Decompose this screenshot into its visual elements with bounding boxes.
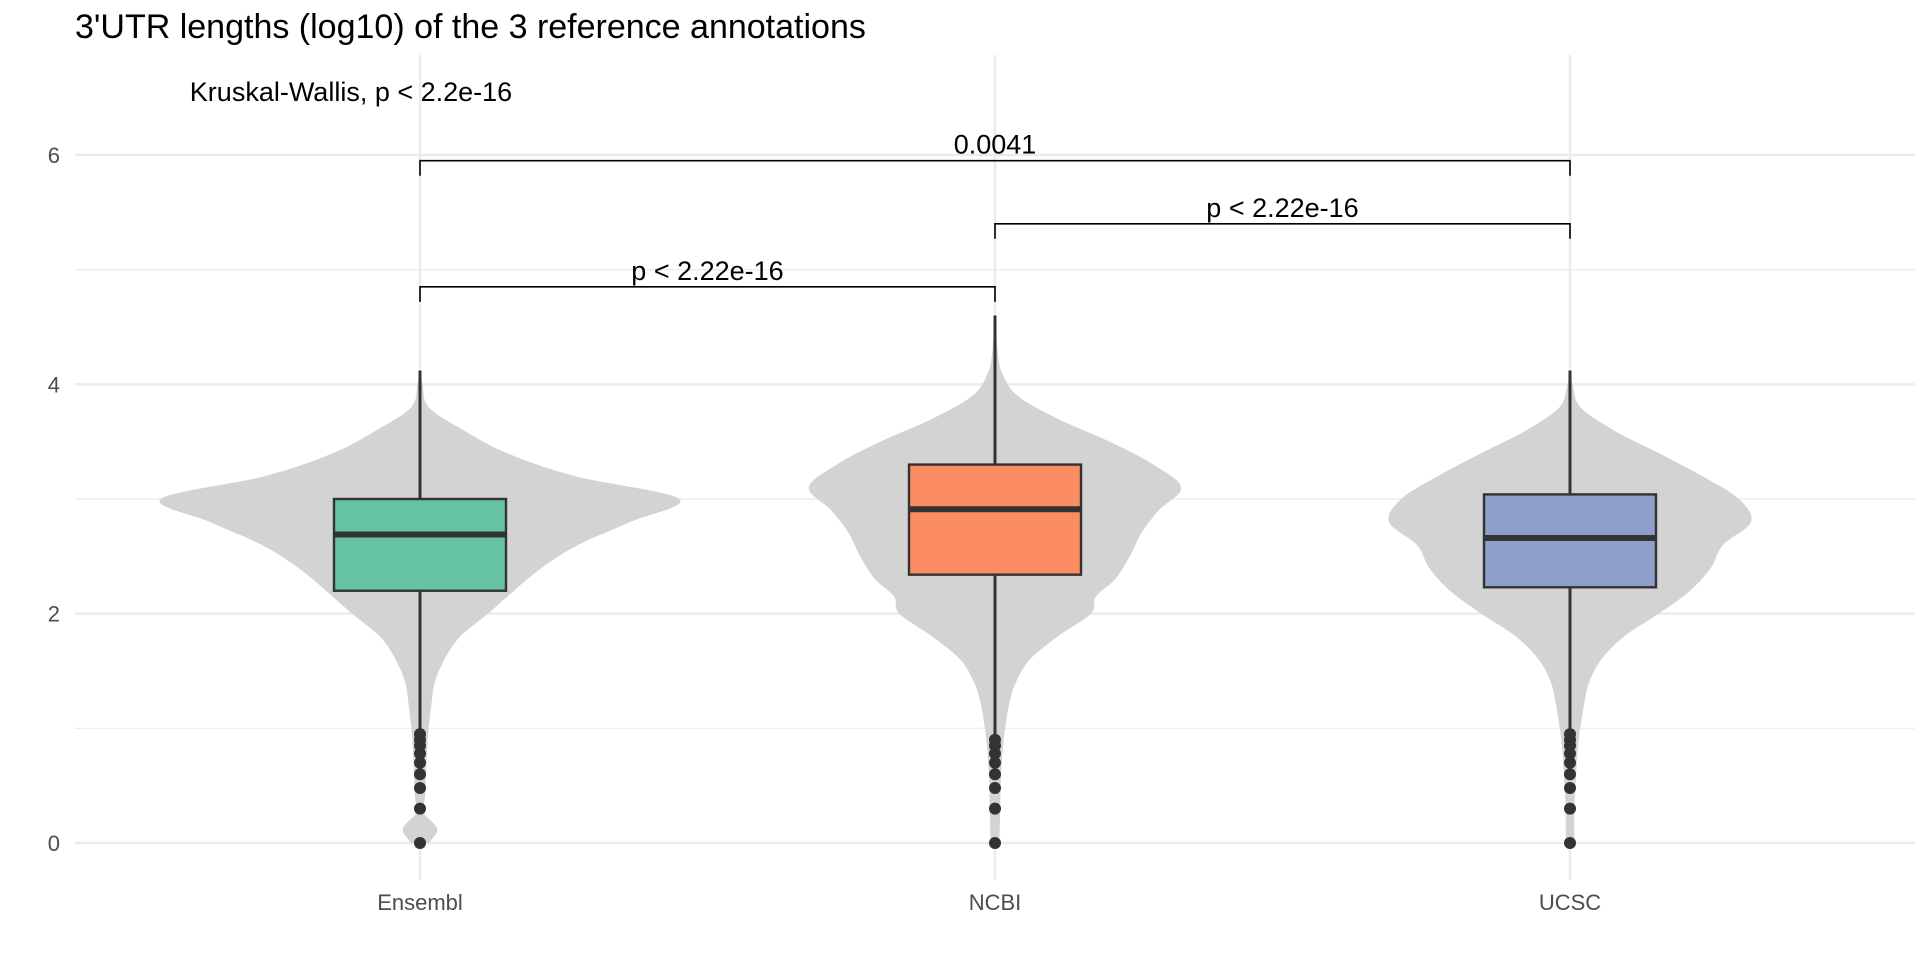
outlier-point bbox=[1564, 756, 1576, 769]
outlier-point bbox=[414, 728, 426, 741]
y-tick-label: 0 bbox=[48, 831, 60, 856]
outlier-point bbox=[1564, 837, 1576, 849]
boxplot-ensembl bbox=[332, 370, 508, 732]
outlier-point bbox=[989, 781, 1001, 794]
comparison-p-value: p < 2.22e-16 bbox=[631, 256, 783, 286]
outlier-point bbox=[1564, 802, 1576, 815]
y-axis: 0 2 4 6 bbox=[48, 143, 60, 856]
outlier-point bbox=[989, 802, 1001, 815]
comparison-bracket: p < 2.22e-16 bbox=[419, 256, 996, 302]
outlier-point bbox=[989, 837, 1001, 849]
x-axis: Ensembl NCBI UCSC bbox=[377, 890, 1601, 915]
comparison-p-value: 0.0041 bbox=[954, 130, 1037, 160]
boxplot-ncbi bbox=[907, 315, 1083, 737]
y-tick-label: 2 bbox=[48, 602, 60, 627]
outlier-point bbox=[989, 733, 1001, 746]
outlier-point bbox=[414, 756, 426, 769]
boxplot-ucsc bbox=[1482, 370, 1658, 732]
comparison-bracket: p < 2.22e-16 bbox=[994, 193, 1571, 239]
outlier-point bbox=[1564, 728, 1576, 741]
y-tick-label: 6 bbox=[48, 143, 60, 168]
outlier-point bbox=[414, 837, 426, 849]
bracket-line bbox=[994, 222, 1571, 239]
outlier-point bbox=[989, 756, 1001, 769]
outlier-point bbox=[414, 768, 426, 781]
box bbox=[332, 497, 508, 592]
outlier-point bbox=[1564, 781, 1576, 794]
x-tick-label: UCSC bbox=[1539, 890, 1601, 915]
y-tick-label: 4 bbox=[48, 372, 60, 397]
comparison-p-value: p < 2.22e-16 bbox=[1206, 193, 1358, 223]
annotations: Kruskal-Wallis, p < 2.2e-16 p < 2.22e-16 p… bbox=[190, 77, 1571, 302]
comparison-bracket: 0.0041 bbox=[419, 130, 1571, 176]
x-tick-label: Ensembl bbox=[377, 890, 463, 915]
plot-area bbox=[159, 311, 1752, 849]
outlier-point bbox=[989, 768, 1001, 781]
bracket-line bbox=[419, 159, 1571, 176]
x-tick-label: NCBI bbox=[969, 890, 1022, 915]
chart-title: 3'UTR lengths (log10) of the 3 reference… bbox=[75, 8, 866, 46]
outlier-point bbox=[414, 781, 426, 794]
outlier-point bbox=[414, 802, 426, 815]
box bbox=[907, 463, 1083, 576]
bracket-line bbox=[419, 286, 996, 302]
kruskal-wallis-label: Kruskal-Wallis, p < 2.2e-16 bbox=[190, 77, 512, 107]
outlier-point bbox=[1564, 768, 1576, 781]
